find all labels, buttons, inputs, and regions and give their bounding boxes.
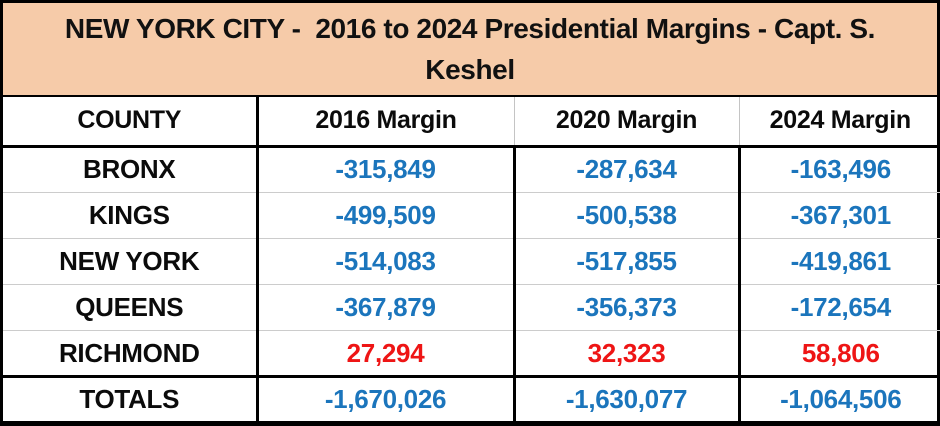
column-header-county: COUNTY	[3, 97, 257, 148]
table-row-queens: QUEENS -367,879 -356,373 -172,654	[3, 283, 940, 331]
county-name: KINGS	[3, 191, 257, 239]
table-title-line-2: Keshel	[425, 54, 515, 85]
title-banner: NEW YORK CITY - 2016 to 2024 Presidentia…	[3, 3, 937, 97]
county-name: BRONX	[83, 154, 176, 185]
totals-label: TOTALS	[3, 375, 257, 421]
margin-2020: -500,538	[512, 191, 739, 239]
margin-2024: -419,861	[737, 237, 940, 285]
column-header-2016-margin: 2016 Margin	[255, 97, 514, 148]
table-title-line-1: NEW YORK CITY - 2016 to 2024 Presidentia…	[64, 13, 876, 44]
table-header: COUNTY 2016 Margin 2020 Margin 2024 Marg…	[3, 97, 940, 148]
margin-2024: 58,806	[737, 330, 940, 377]
county-name: RICHMOND	[3, 330, 257, 377]
margin-2016: -367,879	[255, 283, 514, 331]
margin-2020: 32,323	[512, 330, 739, 377]
table-row-bronx: BRONX -315,849 -287,634 -163,496	[3, 146, 940, 193]
margin-2016: 27,294	[255, 330, 514, 377]
margin-2024: -172,654	[737, 283, 940, 331]
county-name: NEW YORK	[3, 237, 257, 285]
column-header-2024-margin: 2024 Margin	[738, 97, 940, 148]
column-header-2020-margin: 2020 Margin	[513, 97, 739, 148]
table-row-new-york: NEW YORK -514,083 -517,855 -419,861	[3, 237, 940, 285]
margin-2020: -356,373	[512, 283, 739, 331]
margin-2024: -367,301	[737, 191, 940, 239]
margin-2016: -315,849	[255, 146, 514, 193]
margin-2020: -517,855	[512, 237, 739, 285]
county-name: QUEENS	[3, 283, 257, 331]
totals-margin-2016: -1,670,026	[255, 375, 514, 421]
margin-2016: -514,083	[255, 237, 514, 285]
margins-data-table: COUNTY 2016 Margin 2020 Margin 2024 Marg…	[3, 97, 940, 421]
table-row-richmond: RICHMOND 27,294 32,323 58,806	[3, 330, 940, 377]
table-row-kings: KINGS -499,509 -500,538 -367,301	[3, 191, 940, 239]
table-body: BRONX -315,849 -287,634 -163,496 KINGS -…	[3, 146, 940, 421]
header-row: COUNTY 2016 Margin 2020 Margin 2024 Marg…	[3, 97, 940, 148]
margin-2020: -287,634	[512, 146, 739, 193]
totals-margin-2024: -1,064,506	[737, 375, 940, 421]
margin-2016: -499,509	[255, 191, 514, 239]
totals-margin-2020: -1,630,077	[512, 375, 739, 421]
table-row-totals: TOTALS -1,670,026 -1,630,077 -1,064,506	[3, 375, 940, 421]
margin-2024: -163,496	[737, 146, 940, 193]
